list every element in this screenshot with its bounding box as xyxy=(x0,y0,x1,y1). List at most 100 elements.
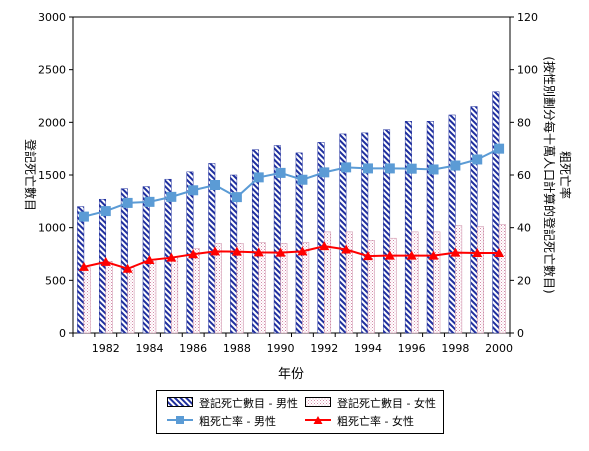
legend-swatch-male-line xyxy=(167,415,193,428)
y-left-tick-label-1500: 1500 xyxy=(38,169,66,182)
point-female-rate-1984 xyxy=(144,255,155,265)
bar-female-1993 xyxy=(345,231,353,334)
y-right-tick-label-120: 120 xyxy=(517,11,538,24)
point-female-rate-1985 xyxy=(166,252,177,262)
bar-female-1985 xyxy=(171,256,179,334)
point-female-rate-1993 xyxy=(341,244,352,254)
bar-female-1992 xyxy=(324,231,332,334)
bar-female-1995 xyxy=(389,237,397,334)
point-female-rate-1994 xyxy=(362,251,373,261)
legend-swatch-male-bars xyxy=(167,396,193,410)
bar-male-1995 xyxy=(383,129,391,334)
point-male-rate-1990 xyxy=(275,167,286,178)
bar-female-1990 xyxy=(280,243,288,334)
x-tick-label-1992: 1992 xyxy=(310,342,338,355)
legend: 登記死亡數目 - 男性 登記死亡數目 - 女性 粗死亡率 - 男性 粗死亡率 -… xyxy=(156,390,444,434)
bar-female-1996 xyxy=(411,231,419,334)
point-male-rate-1983 xyxy=(122,197,133,208)
point-male-rate-2000 xyxy=(494,143,505,154)
legend-item-female-count: 登記死亡數目 - 女性 xyxy=(305,395,436,411)
line-female-rate xyxy=(83,245,500,270)
point-male-rate-1997 xyxy=(428,164,439,175)
point-female-rate-1981 xyxy=(78,261,89,271)
bar-female-1989 xyxy=(258,242,266,334)
point-male-rate-1986 xyxy=(188,185,199,196)
point-male-rate-1995 xyxy=(384,163,395,174)
bar-male-2000 xyxy=(492,91,500,334)
point-male-rate-1996 xyxy=(406,163,417,174)
bar-female-1998 xyxy=(455,225,463,334)
y-left-tick-label-3000: 3000 xyxy=(38,11,66,24)
bar-female-1999 xyxy=(476,226,484,334)
bars-female-group xyxy=(83,224,506,334)
legend-item-male-count: 登記死亡數目 - 男性 xyxy=(167,395,298,411)
bar-male-1990 xyxy=(273,145,281,334)
point-female-rate-1990 xyxy=(275,247,286,257)
bar-male-1989 xyxy=(251,149,259,334)
line-female-group xyxy=(78,241,505,273)
y-right-tick-label-20: 20 xyxy=(517,274,531,287)
y-left-tick-label-2500: 2500 xyxy=(38,64,66,77)
y-left-tick-label-2000: 2000 xyxy=(38,116,66,129)
point-male-rate-1981 xyxy=(78,211,89,222)
point-female-rate-2000 xyxy=(494,247,505,257)
point-female-rate-1991 xyxy=(297,246,308,256)
legend-label-male-rate: 粗死亡率 - 男性 xyxy=(199,415,276,428)
y-left-tick-label-1000: 1000 xyxy=(38,222,66,235)
axes-group: 0 500 1000 1500 2000 2500 3000 0 20 40 60 80 100 120 1… xyxy=(38,11,538,355)
bar-female-1981 xyxy=(83,267,91,334)
bar-male-1983 xyxy=(120,188,128,334)
legend-label-male-count: 登記死亡數目 - 男性 xyxy=(199,397,298,410)
point-female-rate-1996 xyxy=(406,250,417,260)
y-left-tick-label-0: 0 xyxy=(59,327,66,340)
y-right-tick-label-0: 0 xyxy=(517,327,524,340)
point-female-rate-1997 xyxy=(428,250,439,260)
x-tick-label-2000: 2000 xyxy=(485,342,513,355)
bar-male-1994 xyxy=(361,132,369,334)
point-male-rate-1989 xyxy=(253,172,264,183)
x-tick-label-1994: 1994 xyxy=(354,342,382,355)
point-male-rate-1998 xyxy=(450,160,461,171)
bar-male-1999 xyxy=(470,106,478,334)
bar-male-1996 xyxy=(404,121,412,334)
point-female-rate-1999 xyxy=(472,247,483,257)
point-male-rate-1988 xyxy=(231,192,242,203)
bar-female-1991 xyxy=(302,242,310,334)
legend-label-female-rate: 粗死亡率 - 女性 xyxy=(337,415,414,428)
bar-female-1987 xyxy=(214,243,222,334)
bar-female-1984 xyxy=(149,259,157,334)
bar-female-1986 xyxy=(192,248,200,334)
point-male-rate-1984 xyxy=(144,196,155,207)
x-tick-label-1986: 1986 xyxy=(179,342,207,355)
y-right-axis-title: 粗死亡率 xyxy=(558,151,573,199)
x-tick-label-1982: 1982 xyxy=(92,342,120,355)
bar-male-1997 xyxy=(426,121,434,334)
bar-female-1988 xyxy=(236,243,244,334)
point-female-rate-1986 xyxy=(188,249,199,259)
y-right-tick-label-60: 60 xyxy=(517,169,531,182)
point-male-rate-1992 xyxy=(319,167,330,178)
point-female-rate-1995 xyxy=(384,250,395,260)
x-tick-label-1996: 1996 xyxy=(398,342,426,355)
line-male-group xyxy=(78,143,505,222)
y-right-tick-label-80: 80 xyxy=(517,116,531,129)
y-right-tick-label-100: 100 xyxy=(517,64,538,77)
legend-item-male-rate: 粗死亡率 - 男性 xyxy=(167,413,276,429)
point-female-rate-1992 xyxy=(319,241,330,251)
bar-male-1998 xyxy=(448,114,456,334)
point-female-rate-1987 xyxy=(210,246,221,256)
point-male-rate-1991 xyxy=(297,174,308,185)
legend-label-female-count: 登記死亡數目 - 女性 xyxy=(337,397,436,410)
x-tick-label-1990: 1990 xyxy=(267,342,295,355)
y-left-tick-label-500: 500 xyxy=(45,274,66,287)
bar-female-1983 xyxy=(127,267,135,334)
bar-male-1982 xyxy=(99,198,107,334)
x-tick-label-1984: 1984 xyxy=(135,342,163,355)
bar-female-1997 xyxy=(433,231,441,334)
y-left-axis-title: 登記死亡數目 xyxy=(23,139,38,211)
x-tick-label-1998: 1998 xyxy=(441,342,469,355)
x-tick-label-1988: 1988 xyxy=(223,342,251,355)
bar-female-1994 xyxy=(367,240,375,334)
chart: 0 500 1000 1500 2000 2500 3000 0 20 40 60 80 100 120 1… xyxy=(23,11,573,382)
point-female-rate-1982 xyxy=(100,256,111,266)
